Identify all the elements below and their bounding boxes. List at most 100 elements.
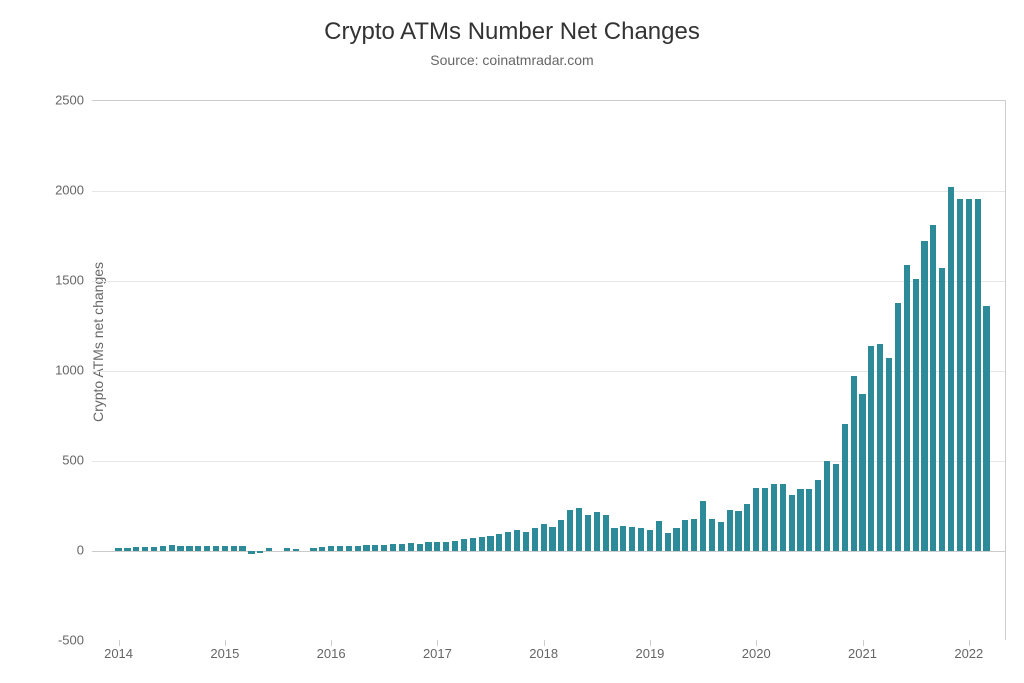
bar	[939, 268, 945, 552]
bar	[797, 489, 803, 551]
x-tick-label: 2021	[848, 646, 877, 661]
bar	[966, 199, 972, 551]
bar	[904, 265, 910, 551]
bar	[665, 533, 671, 551]
bar	[231, 546, 237, 551]
plot-area	[92, 100, 1006, 640]
bar	[284, 548, 290, 551]
bar	[921, 241, 927, 551]
bar	[487, 536, 493, 551]
bar	[930, 225, 936, 551]
bar	[851, 376, 857, 551]
bar	[310, 548, 316, 551]
bar	[461, 539, 467, 551]
y-tick-label: 2000	[0, 183, 84, 198]
chart-title: Crypto ATMs Number Net Changes	[0, 18, 1024, 46]
bar	[248, 551, 254, 554]
bar	[594, 512, 600, 551]
bar	[390, 544, 396, 551]
bar	[523, 532, 529, 551]
bar	[558, 520, 564, 552]
gridline	[92, 551, 1005, 552]
bar	[195, 546, 201, 551]
chart-container: Crypto ATMs Number Net Changes Source: c…	[0, 0, 1024, 683]
bar	[691, 519, 697, 551]
bar	[771, 484, 777, 552]
bar	[399, 544, 405, 551]
bar	[806, 489, 812, 551]
x-tick-label: 2019	[635, 646, 664, 661]
bar	[585, 515, 591, 551]
bar	[983, 306, 989, 551]
bar	[638, 528, 644, 551]
bar	[142, 547, 148, 551]
bar	[417, 544, 423, 551]
y-tick-label: 500	[0, 453, 84, 468]
bar	[877, 344, 883, 551]
bar	[629, 527, 635, 551]
bar	[603, 515, 609, 551]
gridline	[92, 191, 1005, 192]
bar	[319, 547, 325, 551]
bar	[549, 527, 555, 551]
bar	[727, 510, 733, 551]
bar	[372, 545, 378, 551]
bar	[151, 547, 157, 551]
bar	[470, 538, 476, 551]
bar	[762, 488, 768, 551]
bar	[204, 546, 210, 551]
bar	[177, 546, 183, 551]
y-tick-label: 1500	[0, 273, 84, 288]
bar	[408, 543, 414, 551]
bar	[434, 542, 440, 551]
bar	[948, 187, 954, 551]
x-tick-label: 2018	[529, 646, 558, 661]
bar	[709, 519, 715, 551]
bar	[744, 504, 750, 551]
bar	[895, 303, 901, 551]
bar	[133, 547, 139, 551]
bar	[532, 528, 538, 551]
bar	[815, 480, 821, 551]
x-tick-label: 2015	[210, 646, 239, 661]
bar	[647, 530, 653, 551]
y-tick-label: 2500	[0, 93, 84, 108]
x-tick-label: 2016	[317, 646, 346, 661]
bar	[496, 534, 502, 551]
bar	[479, 537, 485, 551]
bar	[868, 346, 874, 551]
bar	[842, 424, 848, 551]
bar	[656, 521, 662, 551]
bar	[576, 508, 582, 551]
x-tick-label: 2017	[423, 646, 452, 661]
bar	[363, 545, 369, 551]
bar	[266, 548, 272, 551]
bar	[186, 546, 192, 551]
bar	[213, 546, 219, 551]
bar	[620, 526, 626, 551]
bar	[355, 546, 361, 551]
chart-subtitle: Source: coinatmradar.com	[0, 52, 1024, 68]
bar	[443, 542, 449, 551]
bar	[381, 545, 387, 551]
bar	[913, 279, 919, 551]
y-tick-label: 1000	[0, 363, 84, 378]
bar	[169, 545, 175, 551]
bar	[753, 488, 759, 551]
bar	[222, 546, 228, 551]
bar	[673, 528, 679, 551]
bar	[611, 528, 617, 551]
bar	[886, 358, 892, 552]
bar	[975, 199, 981, 551]
bar	[859, 394, 865, 551]
bar	[124, 548, 130, 551]
x-tick-label: 2014	[104, 646, 133, 661]
x-tick-label: 2020	[742, 646, 771, 661]
y-tick-label: 0	[0, 543, 84, 558]
bar	[115, 548, 121, 551]
bar	[700, 501, 706, 551]
bar	[789, 495, 795, 551]
bar	[337, 546, 343, 551]
bar	[567, 510, 573, 551]
bar	[833, 464, 839, 551]
